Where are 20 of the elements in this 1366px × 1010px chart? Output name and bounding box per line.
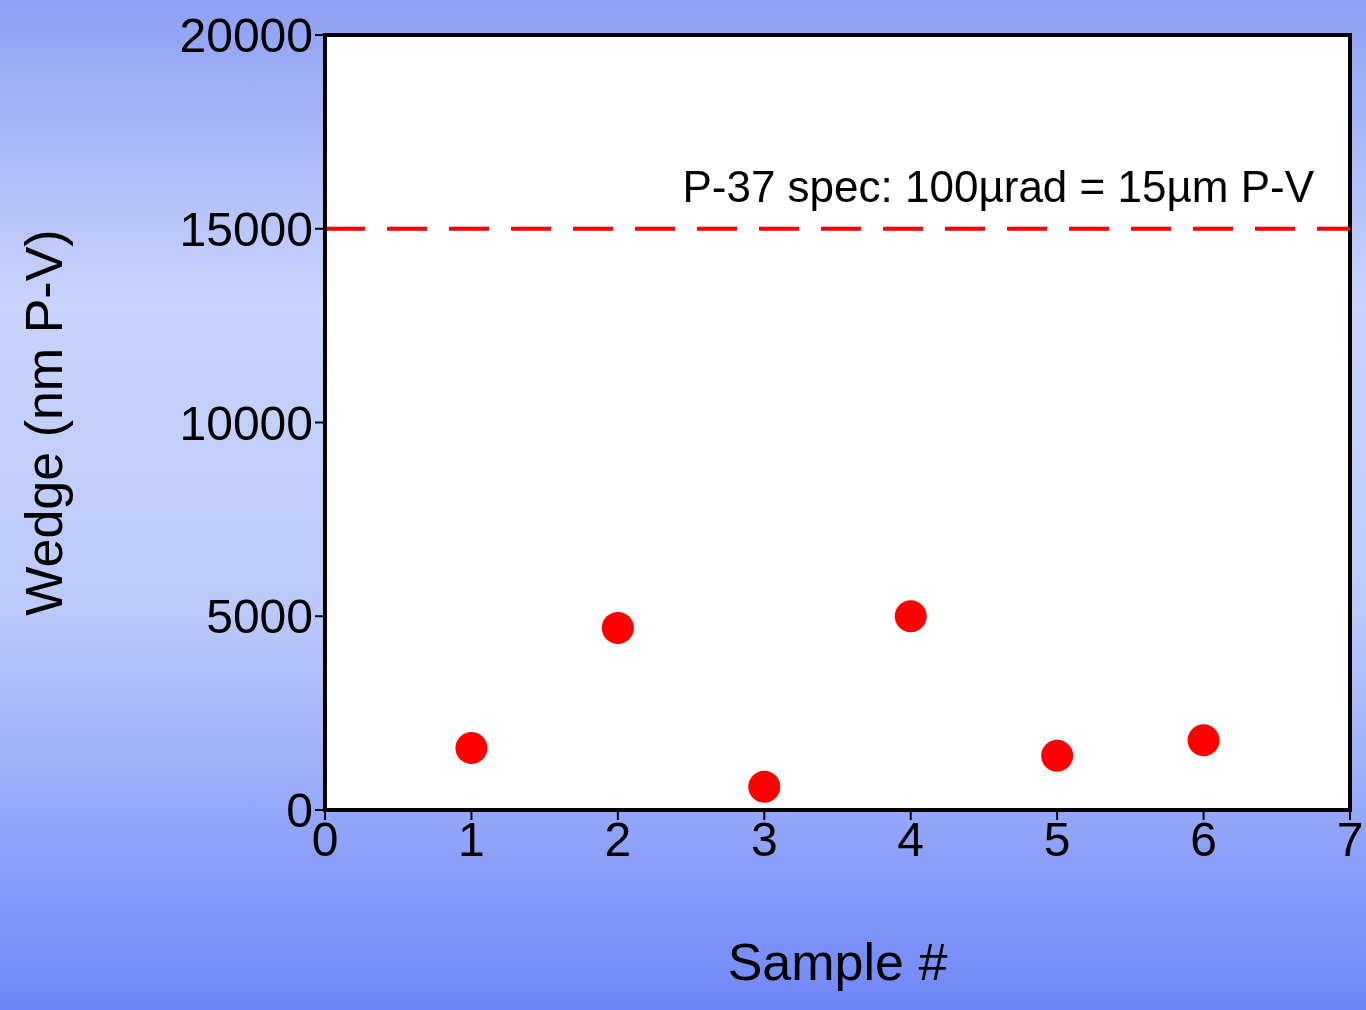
y-tick-label: 5000 [206, 590, 313, 644]
y-axis-title: Wedge (nm P-V) [15, 229, 73, 616]
point [601, 611, 634, 644]
x-tick-label: 1 [458, 813, 485, 867]
point [1041, 739, 1074, 772]
x-axis-title: Sample # [727, 933, 948, 991]
x-tick-label: 6 [1190, 813, 1217, 867]
annotation: P-37 spec: 100µrad = 15µm P-V [682, 162, 1315, 211]
x-tick-label: 2 [604, 813, 632, 867]
point [894, 600, 927, 633]
point [455, 732, 488, 764]
x-tick-label: 4 [897, 813, 925, 867]
y-tick-label: 20000 [179, 9, 313, 63]
y-tick-label: 10000 [179, 396, 313, 450]
x-tick-label: 5 [1043, 813, 1071, 867]
x-tick-label: 7 [1336, 813, 1364, 867]
x-tick-label: 3 [750, 813, 778, 867]
point [1187, 724, 1220, 757]
point [748, 770, 781, 803]
y-tick-label: 15000 [179, 202, 313, 256]
